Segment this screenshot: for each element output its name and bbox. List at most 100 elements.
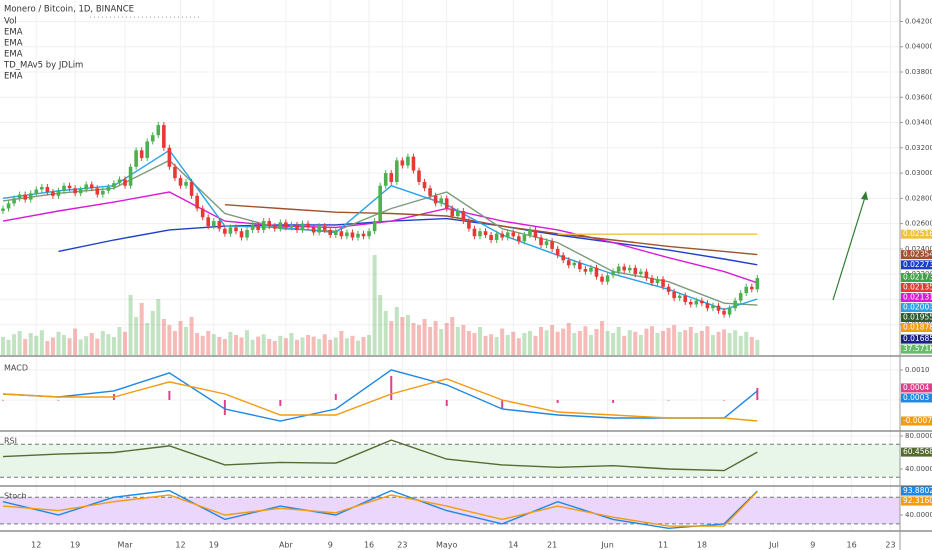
histogram-bar [723,399,726,401]
indicator-line [2,369,758,422]
forecast-arrow [832,191,868,301]
histogram-bar [390,375,393,400]
volume-bar [500,328,505,355]
volume-bar [333,337,338,355]
volume-bar [722,329,727,355]
volume-bar [300,337,305,355]
pane-title: RSI [4,437,17,446]
histogram-bar [612,399,615,403]
volume-label-box [901,344,932,354]
candle-body [583,269,588,272]
axis: 12 19 Mar 12 19 Abr 9 16 23 Mayo 14 21 Jun 11 18 Jul 9 16… [31,17,932,550]
candle-body [539,237,543,246]
candle-body [356,233,360,238]
volume-bar [738,335,743,355]
volume-bar [73,328,78,355]
volume-bar [489,334,494,355]
volume-bar [433,321,438,355]
candle-body [522,234,527,242]
volume-bar [272,341,277,355]
volume-bar [394,307,399,355]
volume-bar [367,335,372,355]
candle-body [722,310,726,315]
volume-bar [339,331,344,355]
candle-body [600,276,604,282]
indicator-line [2,149,758,311]
x-tick-label: Jun [600,541,614,550]
candle-body [156,125,161,136]
candle-body [350,232,355,238]
volume-bar [378,295,383,355]
candle-body [677,295,682,299]
candle-body [150,135,155,142]
candle-body [89,184,94,189]
candle-body [223,228,227,234]
indicator-name: Vol [4,17,17,27]
volume-bar [184,327,189,355]
volume-bar [411,323,416,355]
arrow-line [832,193,867,301]
histogram-bar [501,399,504,409]
volume-bar [516,338,521,355]
y-tick-label: 40.0000 [905,465,932,473]
volume-bar [39,330,44,355]
candle-body [566,260,571,266]
candle-body [433,195,438,204]
volume-bar [616,327,621,355]
candle-body [67,185,72,189]
volume-bar [211,334,216,355]
histogram-bar [756,387,759,400]
candle-body [483,231,488,235]
price-label: 0.016857 [903,334,932,343]
x-tick-label: 23 [885,541,895,550]
candle-body [749,286,754,290]
candle-body [84,184,88,190]
indicator-line [2,439,758,472]
candle-body [184,181,188,186]
price-label: 0.018789 [903,323,932,332]
volume-bar [317,339,322,355]
candle-body [295,224,299,230]
volume-bar [644,328,649,355]
candle-body [234,227,238,232]
candle-body [733,300,737,309]
volume-bar [67,338,72,355]
volume-bar [267,339,272,355]
candle-body [211,221,216,227]
candle-body [395,160,399,182]
volume-bar [450,317,455,355]
volume-bar [322,334,327,355]
volume-bar [444,323,449,355]
volume-bar [106,334,111,355]
candle-body [456,210,460,217]
price-label-box [901,393,932,403]
candle-body [51,192,55,196]
volume-bar [294,339,299,355]
candle-body [62,185,66,191]
volume-bar [494,337,499,355]
candle-body [317,226,321,233]
x-tick-label: 14 [508,541,518,550]
candle-body [627,267,632,271]
candle-body [378,185,382,222]
volume-bar [749,337,754,355]
price-label-box [901,273,932,283]
candle-body [572,262,577,266]
volume-bar [478,327,483,355]
volume-bar [256,336,261,355]
price-label: 0.025162 [903,229,932,238]
volume-bar [727,333,732,355]
symbol-title: Monero / Bitcoin, 1D, BINANCE [4,5,134,15]
candle-body [461,210,466,222]
candle-body [106,186,111,191]
candle-body [56,190,61,196]
volume-bar [561,328,566,355]
candle-body [200,208,205,218]
price-label: 93.8802 [903,486,932,495]
indicator-line [2,491,758,527]
candle-body [694,300,699,305]
volume-bar [372,255,377,355]
histogram-bar [556,399,559,403]
candle-body [383,173,388,186]
